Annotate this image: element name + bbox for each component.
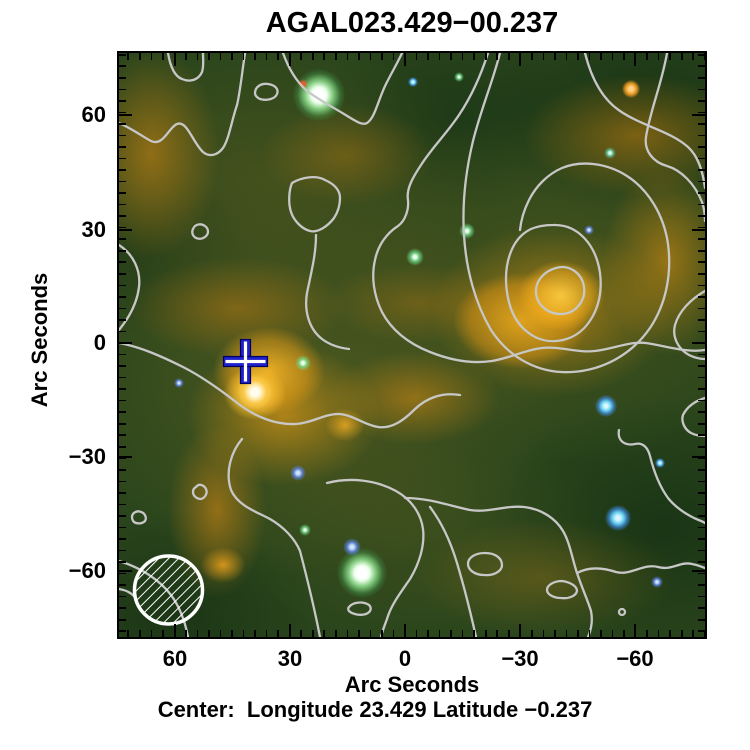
- y-tick-label: −30: [68, 444, 106, 469]
- green-star: [406, 248, 424, 266]
- contour-line: [191, 223, 210, 240]
- green-star: [295, 355, 311, 371]
- cyan-star: [595, 395, 617, 417]
- x-tick-label: −60: [616, 646, 654, 671]
- green-star: [454, 72, 464, 82]
- x-axis-label: Arc Seconds: [344, 672, 480, 697]
- contour-line: [644, 53, 705, 223]
- contour-line: [130, 510, 147, 525]
- y-tick-label: 30: [81, 217, 106, 242]
- contour-line: [372, 53, 705, 364]
- green-star: [299, 524, 311, 536]
- contour-line: [305, 233, 351, 351]
- whitegreen-star: [337, 548, 387, 598]
- x-tick-label: 60: [162, 646, 188, 671]
- contour-line: [428, 505, 478, 637]
- source-cross-marker-icon: [222, 338, 269, 385]
- contour-line: [253, 82, 279, 101]
- contour-line: [673, 289, 705, 361]
- blue-star: [290, 465, 306, 481]
- figure-caption: Center: Longitude 23.429 Latitude −0.237: [157, 697, 593, 722]
- contour-line: [681, 396, 705, 438]
- contour-dot: [617, 607, 627, 617]
- y-tick-label: −60: [68, 558, 106, 583]
- contour-line: [534, 265, 586, 316]
- figure-title: AGAL023.429−00.237: [265, 7, 559, 39]
- contour-line: [119, 243, 141, 332]
- contour-line: [347, 601, 372, 616]
- plot-area: [117, 51, 707, 639]
- x-tick-label: 0: [398, 646, 412, 671]
- cyan-star: [408, 77, 418, 87]
- blue-star: [584, 225, 594, 235]
- red-star: [298, 79, 308, 89]
- x-tick-label: −30: [501, 646, 539, 671]
- contour-line: [119, 341, 462, 429]
- contour-line: [617, 428, 705, 525]
- contour-line: [466, 551, 504, 577]
- contour-line: [119, 53, 247, 157]
- star-field: [119, 53, 705, 637]
- contour-line: [403, 496, 593, 637]
- contour-line: [583, 53, 705, 190]
- contour-line: [545, 579, 579, 600]
- whitegreen-star: [293, 69, 345, 121]
- contour-line: [119, 587, 136, 598]
- contour-line: [166, 53, 205, 82]
- contour-line: [227, 437, 322, 637]
- x-tick-label: 30: [277, 646, 303, 671]
- contour-line: [288, 176, 342, 233]
- contour-line: [575, 562, 705, 575]
- beam-ellipse-icon: [132, 554, 205, 626]
- cyan-star: [605, 505, 631, 531]
- blue-star: [651, 576, 663, 588]
- orange-star: [622, 80, 640, 98]
- contour-line: [191, 483, 208, 501]
- blue-star: [343, 538, 361, 556]
- contour-line: [325, 478, 425, 637]
- contour-line: [462, 53, 671, 374]
- contour-lines: [119, 53, 705, 637]
- contour-line: [281, 53, 404, 125]
- y-tick-label: 0: [93, 330, 106, 355]
- blue-star: [174, 378, 184, 388]
- contour-overlay: [119, 53, 705, 637]
- cyan-star: [655, 458, 665, 468]
- contour-line: [504, 223, 602, 343]
- beam-circle: [132, 554, 205, 626]
- teal-star: [604, 147, 616, 159]
- y-tick-label: 60: [81, 102, 106, 127]
